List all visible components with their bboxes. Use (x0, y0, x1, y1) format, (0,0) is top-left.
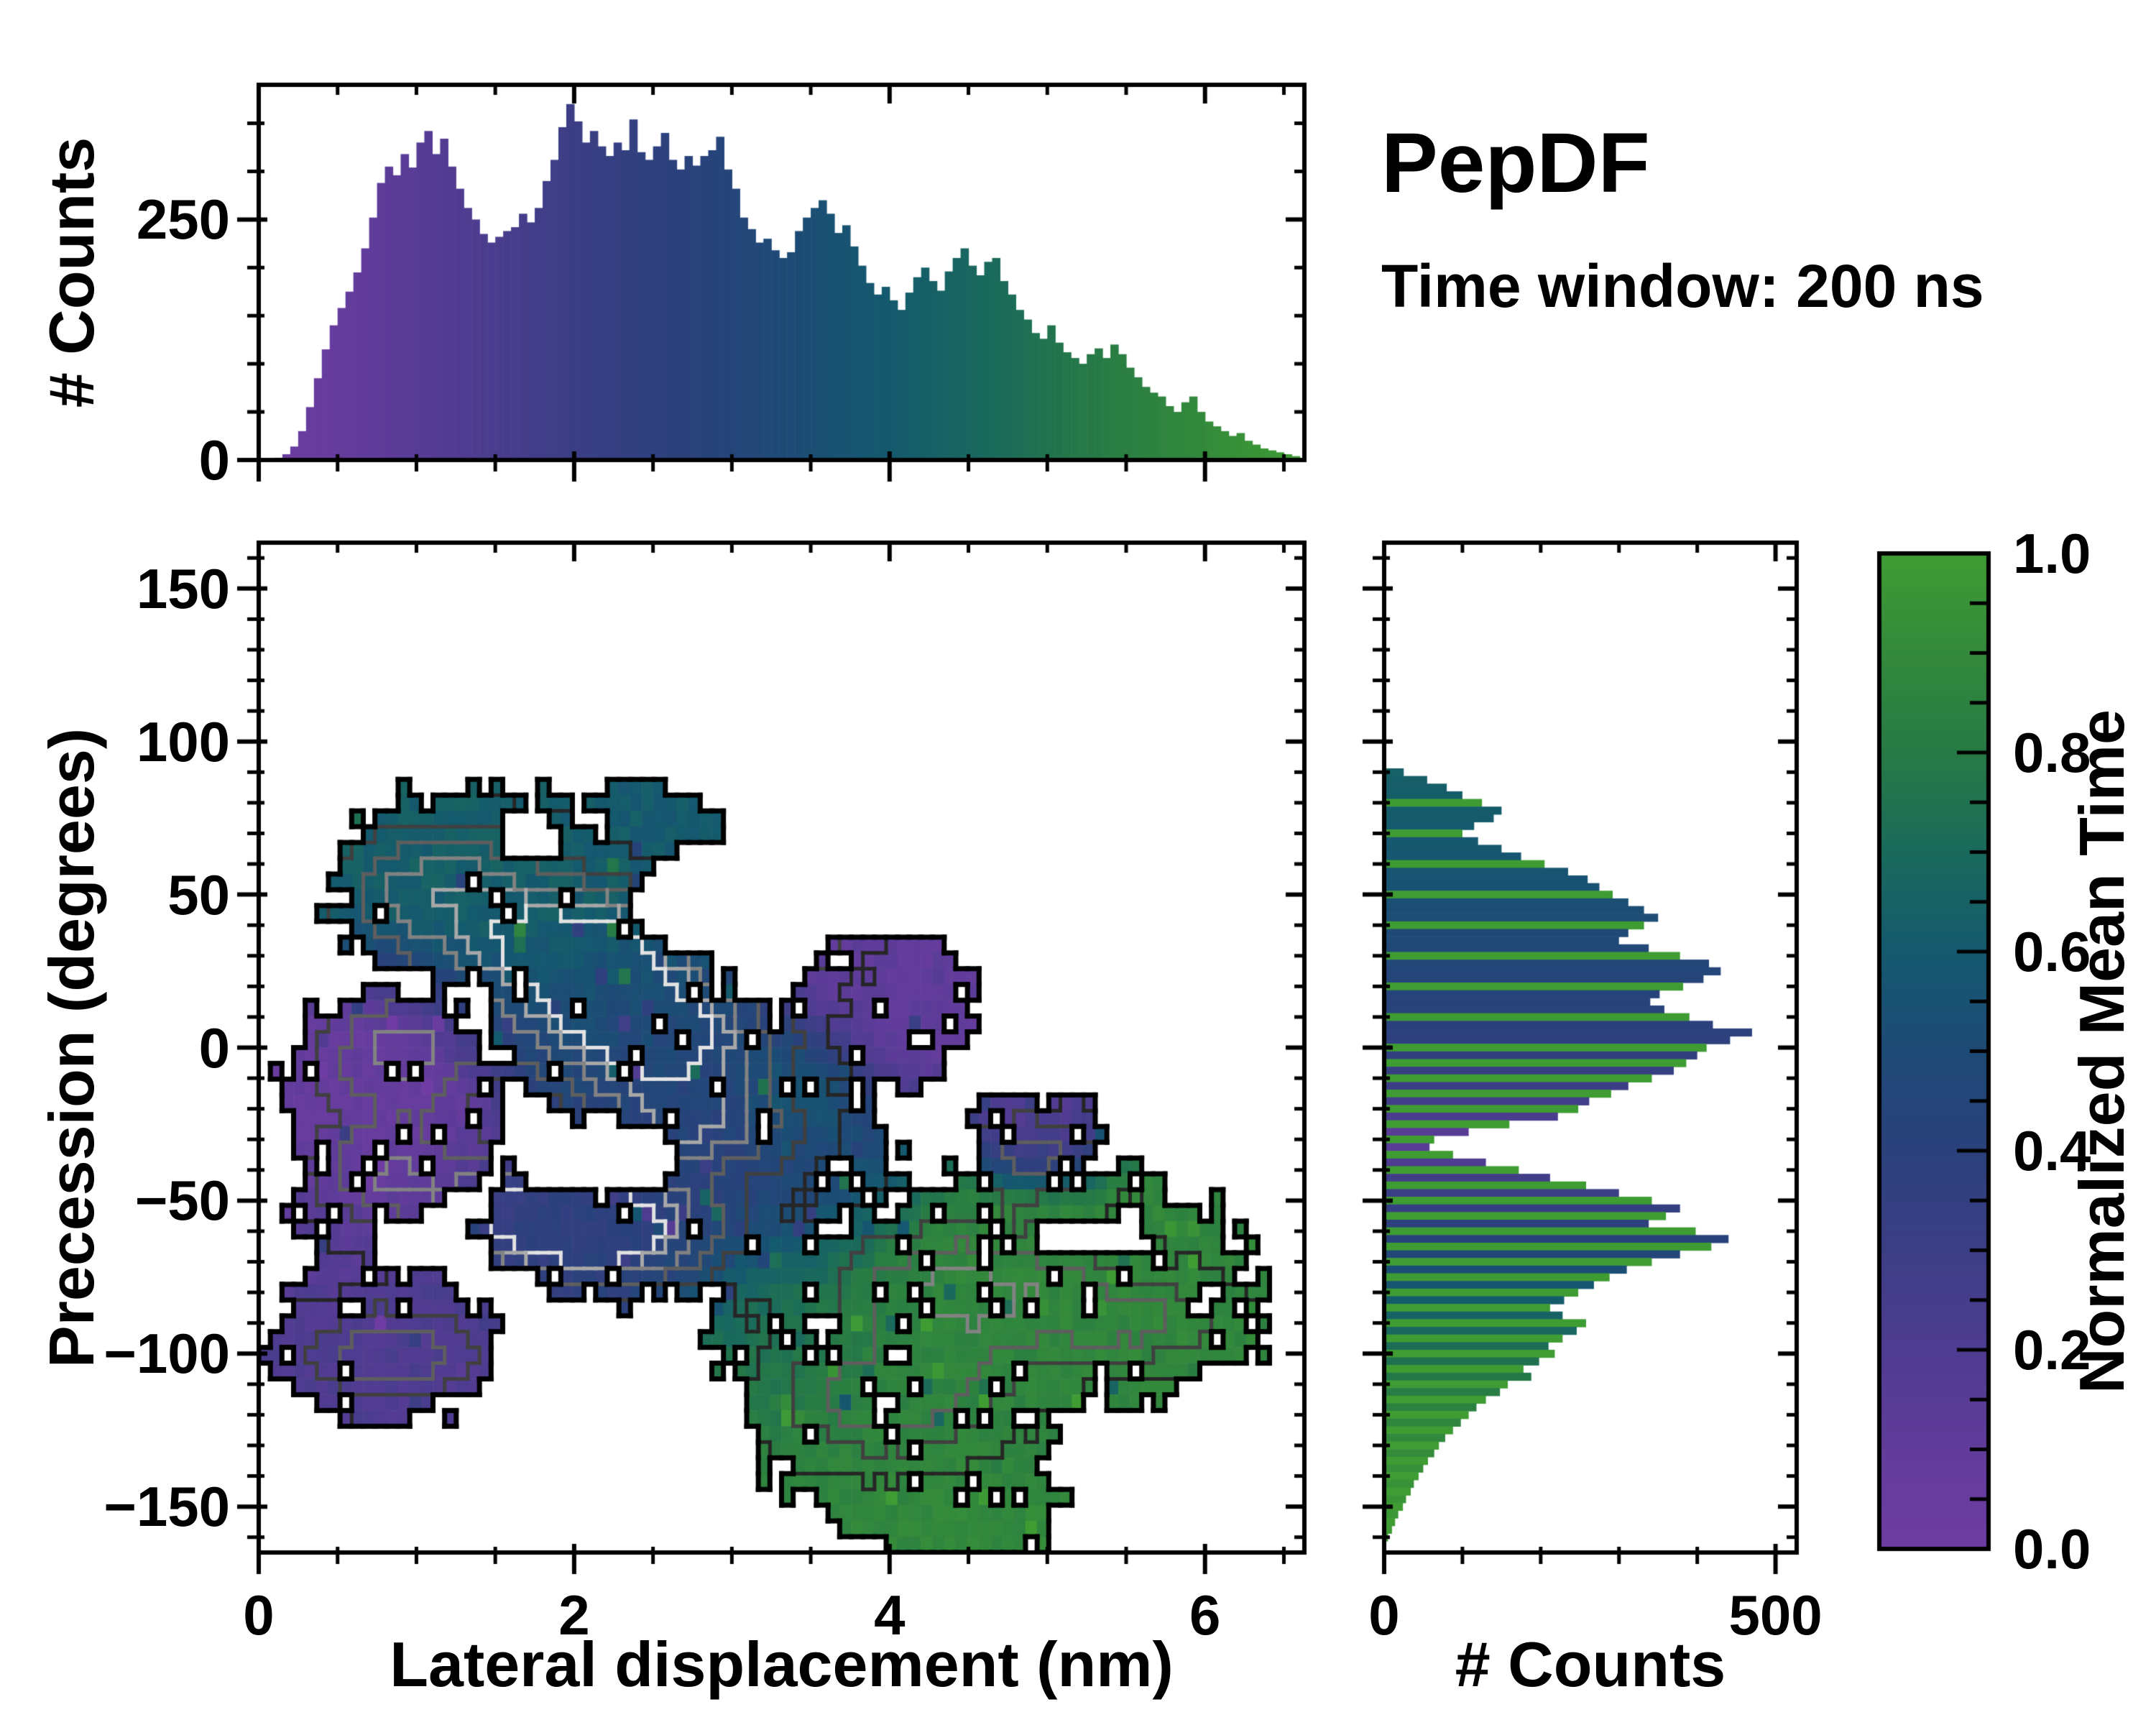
tick-label: 2 (558, 1583, 590, 1647)
tick-label: 1.0 (2013, 522, 2091, 585)
tick-label: 0 (198, 1016, 230, 1080)
main-density-map-panel (259, 543, 1304, 1552)
colorbar-gradient-canvas (1879, 553, 1989, 1549)
colorbar-label: Normalized Mean Time (2066, 709, 2137, 1394)
top-histogram-ylabel: # Counts (36, 137, 107, 408)
tick-label: 0.6 (2013, 920, 2091, 983)
tick-label: −50 (134, 1169, 230, 1233)
tick-label: 150 (136, 556, 230, 620)
right-histogram-xlabel: # Counts (1455, 1629, 1726, 1700)
tick-label: 0 (1368, 1583, 1400, 1647)
tick-label: 4 (874, 1583, 906, 1647)
plot-subtitle: Time window: 200 ns (1381, 252, 1984, 320)
tick-label: 0.4 (2013, 1119, 2091, 1182)
tick-label: 500 (1728, 1583, 1823, 1647)
tick-label: 0.2 (2013, 1318, 2091, 1381)
tick-label: 0 (243, 1583, 275, 1647)
tick-label: 100 (136, 709, 230, 773)
right-marginal-histogram-panel (1384, 543, 1797, 1552)
main-ylabel: Precession (degrees) (36, 727, 107, 1368)
colorbar-panel (1879, 553, 1989, 1549)
tick-label: 250 (136, 188, 230, 252)
tick-label: −150 (103, 1475, 230, 1539)
tick-label: 0.0 (2013, 1517, 2091, 1581)
main-xlabel: Lateral displacement (nm) (390, 1629, 1174, 1700)
tick-label: 6 (1189, 1583, 1221, 1647)
top-marginal-histogram-panel (259, 85, 1304, 460)
main-density-map-canvas (259, 543, 1304, 1552)
top-marginal-histogram-canvas (259, 85, 1304, 460)
right-marginal-histogram-canvas (1384, 543, 1797, 1552)
tick-label: 50 (167, 862, 230, 926)
tick-label: 0 (198, 428, 230, 492)
tick-label: −100 (103, 1322, 230, 1386)
plot-title: PepDF (1381, 116, 1650, 211)
tick-label: 0.8 (2013, 721, 2091, 784)
